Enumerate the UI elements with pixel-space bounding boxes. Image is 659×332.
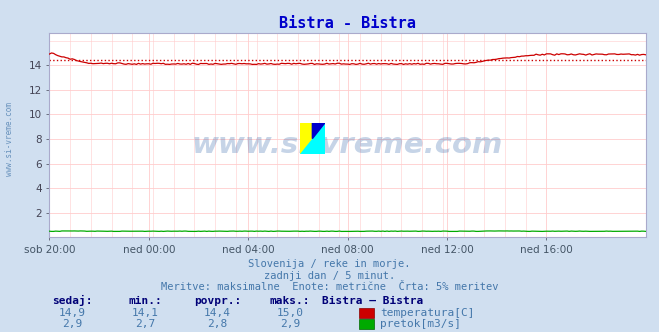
Text: Slovenija / reke in morje.: Slovenija / reke in morje. xyxy=(248,259,411,269)
Text: 14,1: 14,1 xyxy=(132,308,158,318)
Polygon shape xyxy=(300,123,325,154)
Text: 14,4: 14,4 xyxy=(204,308,231,318)
Text: 2,8: 2,8 xyxy=(208,319,227,329)
Text: 15,0: 15,0 xyxy=(277,308,303,318)
Text: maks.:: maks.: xyxy=(270,296,310,306)
Title: Bistra - Bistra: Bistra - Bistra xyxy=(279,16,416,31)
Polygon shape xyxy=(312,123,325,139)
Text: www.si-vreme.com: www.si-vreme.com xyxy=(192,131,503,159)
Text: sedaj:: sedaj: xyxy=(52,295,93,306)
Text: povpr.:: povpr.: xyxy=(194,296,241,306)
Text: 2,7: 2,7 xyxy=(135,319,155,329)
Text: temperatura[C]: temperatura[C] xyxy=(380,308,474,318)
Text: Meritve: maksimalne  Enote: metrične  Črta: 5% meritev: Meritve: maksimalne Enote: metrične Črta… xyxy=(161,283,498,292)
Text: 14,9: 14,9 xyxy=(59,308,86,318)
Text: pretok[m3/s]: pretok[m3/s] xyxy=(380,319,461,329)
Text: www.si-vreme.com: www.si-vreme.com xyxy=(5,103,14,176)
Polygon shape xyxy=(300,123,325,154)
Text: Bistra – Bistra: Bistra – Bistra xyxy=(322,296,423,306)
Text: 2,9: 2,9 xyxy=(280,319,300,329)
Text: min.:: min.: xyxy=(128,296,162,306)
Text: zadnji dan / 5 minut.: zadnji dan / 5 minut. xyxy=(264,271,395,281)
Text: 2,9: 2,9 xyxy=(63,319,82,329)
